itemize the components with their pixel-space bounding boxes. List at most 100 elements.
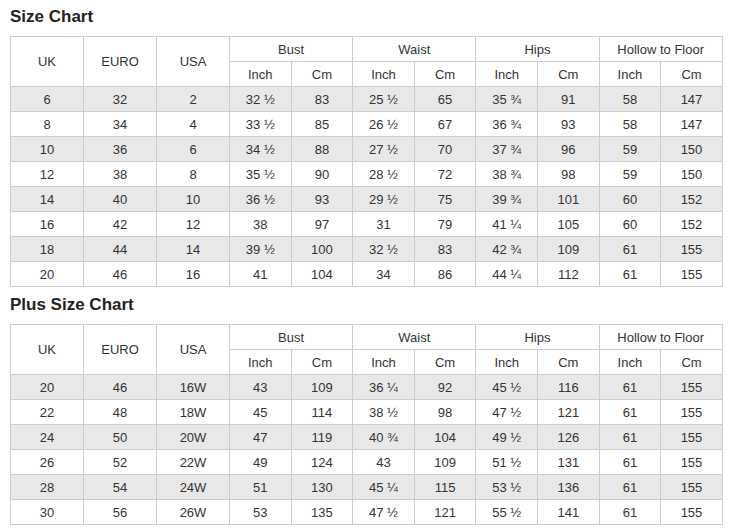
col-header-hollow-inch: Inch [599,62,661,87]
table-cell: 45 ¼ [353,475,415,500]
table-cell: 35 ½ [230,162,292,187]
table-cell: 58 [599,87,661,112]
table-cell: 72 [414,162,476,187]
col-header-euro: EURO [84,325,157,375]
table-cell: 131 [537,450,599,475]
plus-size-chart-body: 204616W4310936 ¼9245 ½11661155224818W451… [11,375,723,525]
table-cell: 88 [291,137,353,162]
table-cell: 4 [157,112,230,137]
col-header-hips-cm: Cm [537,350,599,375]
table-cell: 48 [84,400,157,425]
table-cell: 18 [11,237,84,262]
table-row: 1036634 ½8827 ½7037 ¾9659150 [11,137,723,162]
table-cell: 12 [157,212,230,237]
table-cell: 65 [414,87,476,112]
table-cell: 22W [157,450,230,475]
col-group-hollow-to-floor: Hollow to Floor [599,325,722,350]
table-cell: 14 [11,187,84,212]
table-cell: 28 ½ [353,162,415,187]
table-cell: 51 [230,475,292,500]
table-cell: 61 [599,425,661,450]
table-cell: 130 [291,475,353,500]
col-header-hips-inch: Inch [476,350,538,375]
table-cell: 116 [537,375,599,400]
table-cell: 16 [157,262,230,287]
table-cell: 155 [661,400,723,425]
table-cell: 152 [661,187,723,212]
table-cell: 49 ½ [476,425,538,450]
table-cell: 34 [84,112,157,137]
table-cell: 83 [291,87,353,112]
table-cell: 39 ½ [230,237,292,262]
table-cell: 141 [537,500,599,525]
table-cell: 41 [230,262,292,287]
table-cell: 31 [353,212,415,237]
table-cell: 70 [414,137,476,162]
table-cell: 59 [599,137,661,162]
table-cell: 32 ½ [353,237,415,262]
table-cell: 43 [230,375,292,400]
table-cell: 16W [157,375,230,400]
table-cell: 43 [353,450,415,475]
table-cell: 121 [537,400,599,425]
col-group-hollow-to-floor: Hollow to Floor [599,37,722,62]
table-cell: 61 [599,262,661,287]
table-row: 14401036 ½9329 ½7539 ¾10160152 [11,187,723,212]
table-cell: 147 [661,87,723,112]
table-cell: 8 [11,112,84,137]
table-cell: 83 [414,237,476,262]
table-cell: 96 [537,137,599,162]
table-cell: 36 ½ [230,187,292,212]
table-cell: 75 [414,187,476,212]
table-row: 265222W491244310951 ½13161155 [11,450,723,475]
col-header-usa: USA [157,325,230,375]
table-cell: 104 [414,425,476,450]
col-header-waist-inch: Inch [353,62,415,87]
size-chart-title: Size Chart [10,7,722,27]
table-cell: 61 [599,500,661,525]
col-group-hips: Hips [476,37,599,62]
plus-size-chart-table: UK EURO USA Bust Waist Hips Hollow to Fl… [10,324,723,525]
col-header-uk: UK [11,37,84,87]
table-cell: 152 [661,212,723,237]
col-header-usa: USA [157,37,230,87]
table-cell: 93 [291,187,353,212]
table-cell: 20 [11,375,84,400]
table-cell: 60 [599,212,661,237]
table-cell: 32 ½ [230,87,292,112]
table-cell: 37 ¾ [476,137,538,162]
table-cell: 155 [661,475,723,500]
table-cell: 8 [157,162,230,187]
table-cell: 58 [599,112,661,137]
col-header-waist-cm: Cm [414,62,476,87]
table-cell: 40 [84,187,157,212]
table-cell: 55 ½ [476,500,538,525]
table-cell: 46 [84,262,157,287]
table-cell: 136 [537,475,599,500]
col-group-bust: Bust [230,325,353,350]
table-row: 305626W5313547 ½12155 ½14161155 [11,500,723,525]
table-row: 1238835 ½9028 ½7238 ¾9859150 [11,162,723,187]
table-cell: 26W [157,500,230,525]
col-header-waist-inch: Inch [353,350,415,375]
table-cell: 105 [537,212,599,237]
table-cell: 24W [157,475,230,500]
col-group-hips: Hips [476,325,599,350]
table-cell: 67 [414,112,476,137]
col-header-hollow-cm: Cm [661,62,723,87]
col-header-uk: UK [11,325,84,375]
table-cell: 33 ½ [230,112,292,137]
table-cell: 38 [84,162,157,187]
table-cell: 92 [414,375,476,400]
table-row: 285424W5113045 ¼11553 ½13661155 [11,475,723,500]
table-cell: 90 [291,162,353,187]
table-cell: 155 [661,262,723,287]
table-cell: 60 [599,187,661,212]
plus-size-chart-title: Plus Size Chart [10,295,722,315]
table-cell: 61 [599,450,661,475]
table-cell: 34 ½ [230,137,292,162]
table-cell: 155 [661,450,723,475]
col-header-hollow-cm: Cm [661,350,723,375]
table-cell: 46 [84,375,157,400]
table-cell: 45 ½ [476,375,538,400]
